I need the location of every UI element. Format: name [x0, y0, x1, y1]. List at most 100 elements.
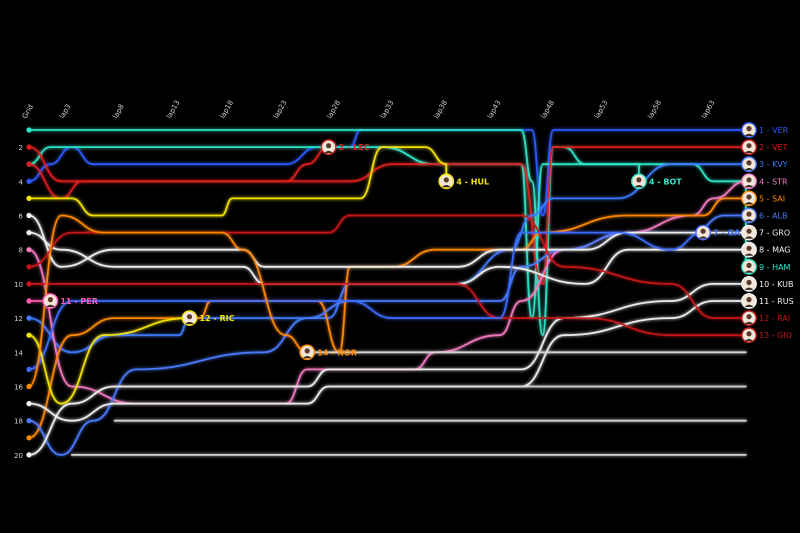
finish-avatar-kub-shoulders [744, 287, 754, 290]
finish-avatar-gro-face [746, 228, 752, 234]
x-tick-lap18: lap18 [218, 99, 235, 120]
grid-start-dots [26, 127, 32, 458]
x-tick-lap58: lap58 [646, 99, 663, 120]
finish-avatar-sai-shoulders [744, 202, 754, 205]
start-dot-nor [26, 383, 32, 390]
line-gio [28, 282, 747, 337]
x-tick-lap38: lap38 [432, 99, 449, 120]
finish-avatar-alb-shoulders [744, 219, 754, 222]
line-kvy [28, 163, 747, 354]
finish-label-kvy: 3 - KVY [759, 160, 788, 169]
finish-label-gro: 7 - GRO [759, 229, 790, 238]
x-tick-lap28: lap28 [325, 99, 342, 120]
retire-avatar-lec-shoulders [324, 150, 334, 154]
y-tick-6: 6 [19, 213, 24, 221]
y-tick-8: 8 [19, 247, 23, 255]
finish-avatar-mag-face [746, 245, 752, 251]
start-dot-per [26, 298, 32, 304]
retire-avatar-bot-shoulders [634, 185, 644, 188]
line-mag [28, 231, 747, 285]
retire-label-nor: 14 - NOR [317, 348, 357, 357]
y-tick-20: 20 [14, 452, 23, 460]
finish-label-mag: 8 - MAG [759, 246, 791, 255]
start-dot-gro [26, 212, 32, 219]
finish-avatar-kvy-face [746, 160, 752, 166]
start-dot-ver [26, 178, 32, 184]
retire-label-per: 11 - PER [60, 297, 98, 306]
retire-avatar-lec-face [326, 143, 332, 149]
finish-label-gio: 13 - GIO [759, 331, 792, 340]
retire-label-hul: 4 - HUL [456, 177, 489, 186]
x-tick-lap3: lap3 [58, 103, 72, 120]
finish-label-vet: 2 - VET [759, 143, 788, 152]
retire-avatar-gas-shoulders [698, 236, 708, 239]
finish-avatar-ver-face [746, 126, 752, 132]
retire-label-ric: 12 - RIC [200, 314, 235, 323]
finish-label-ham: 9 - HAM [759, 263, 791, 272]
y-tick-labels: 2 4 6 8 10 12 14 16 18 20 [14, 144, 23, 460]
retire-label-bot: 4 - BOT [649, 177, 682, 186]
line-ham [28, 129, 747, 337]
finish-avatar-rus-face [746, 297, 752, 303]
start-dot-rai [26, 264, 32, 270]
retire-avatar-bot-face [636, 177, 642, 183]
start-dot-vet [26, 144, 32, 150]
x-tick-lap8: lap8 [111, 103, 125, 120]
retire-avatar-ric-shoulders [185, 321, 194, 325]
line-hul [28, 146, 448, 217]
start-dot-gas [26, 366, 32, 372]
finish-label-str: 4 - STR [759, 177, 788, 186]
line-nor [28, 214, 309, 388]
line-kub [28, 283, 747, 456]
retire-avatar-per-shoulders [45, 304, 55, 307]
retirement-labels: 2 - LEC 4 - HUL 4 - BOT 7 - GAS 11 - PER 12 -… [42, 139, 746, 361]
y-tick-2: 2 [19, 144, 23, 152]
y-tick-12: 12 [14, 315, 23, 323]
retire-avatar-hul-shoulders [441, 185, 451, 188]
finish-avatar-gio-face [746, 331, 752, 337]
start-dot-kub [26, 452, 32, 458]
start-dot-ric [26, 332, 32, 338]
finish-avatar-sai-face [746, 194, 752, 200]
start-dot-hul [26, 195, 32, 201]
finish-avatar-vet-shoulders [744, 150, 754, 154]
finish-avatar-gro-shoulders [744, 236, 754, 239]
line-lec [28, 146, 330, 200]
finish-avatar-rai-shoulders [744, 321, 754, 325]
retire-label-gas: 7 - GAS [713, 229, 746, 238]
finish-labels: 1 - VER 2 - VET 3 - KVY 4 - STR 5 - SAI 6 - A… [741, 122, 794, 344]
start-dot-mag [26, 230, 32, 236]
start-dot-rus [26, 401, 32, 407]
finish-avatar-alb-face [746, 211, 752, 217]
line-gro [28, 214, 747, 268]
finish-label-rai: 12 - RAI [759, 314, 790, 323]
y-tick-14: 14 [14, 349, 23, 357]
finish-avatar-kvy-shoulders [744, 167, 754, 171]
retire-avatar-hul-face [443, 177, 449, 183]
start-dot-str [26, 247, 32, 253]
finish-avatar-ham-face [746, 262, 752, 268]
start-dot-lec [26, 161, 32, 167]
line-ric [28, 317, 191, 405]
x-tick-lap63: lap63 [700, 99, 717, 120]
y-tick-16: 16 [14, 384, 23, 392]
position-lines [28, 129, 747, 456]
start-dot-kvy [26, 315, 32, 321]
retire-avatar-gas-face [700, 228, 706, 234]
finish-avatar-mag-shoulders [744, 253, 754, 256]
line-gas [28, 231, 704, 371]
line-bot [28, 146, 640, 320]
finish-avatar-rai-face [746, 314, 752, 320]
retire-label-lec: 2 - LEC [339, 143, 370, 152]
finish-avatar-ham-shoulders [744, 270, 754, 273]
x-tick-lap43: lap43 [486, 99, 503, 120]
finish-avatar-rus-shoulders [744, 304, 754, 307]
finish-label-ver: 1 - VER [759, 126, 789, 135]
start-dot-sai [26, 435, 32, 441]
retire-avatar-ric-face [186, 314, 193, 320]
line-rus [28, 300, 747, 422]
x-tick-lap13: lap13 [165, 99, 182, 120]
y-tick-4: 4 [19, 178, 24, 186]
x-tick-lap33: lap33 [379, 99, 396, 120]
finish-avatar-str-face [746, 177, 752, 183]
